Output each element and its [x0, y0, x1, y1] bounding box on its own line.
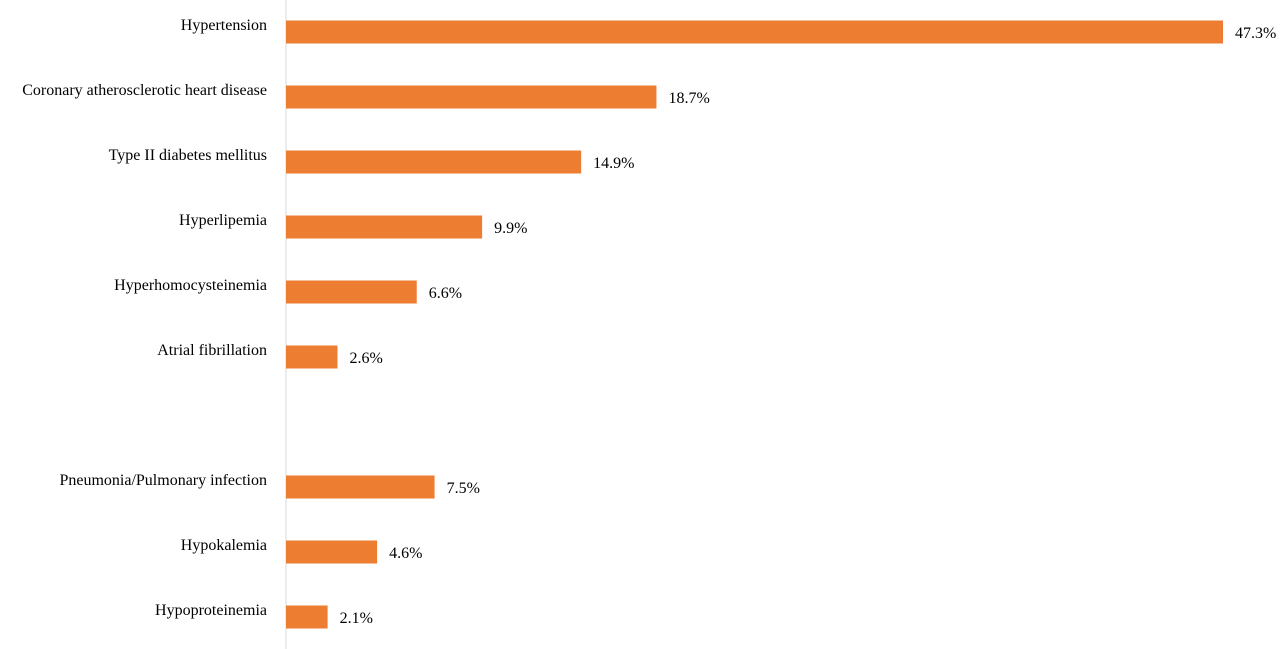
category-label: Pneumonia/Pulmonary infection [59, 472, 267, 489]
category-label: Hypokalemia [181, 537, 267, 554]
bar [286, 540, 378, 564]
bar [286, 280, 417, 304]
category-label: Hypertension [181, 17, 267, 34]
data-label: 6.6% [429, 285, 462, 302]
data-label: 14.9% [593, 155, 634, 172]
data-label: 2.6% [350, 350, 383, 367]
data-label: 18.7% [668, 90, 709, 107]
bar [286, 215, 483, 239]
category-label: Type II diabetes mellitus [109, 147, 267, 164]
category-label: Atrial fibrillation [157, 342, 267, 359]
data-label: 7.5% [447, 480, 480, 497]
data-labels-group: 47.3% 18.7% 14.9% 9.9% 6.6% 2.6% 7.5% 4.6% 2.1% [340, 25, 1277, 627]
category-label: Coronary atherosclerotic heart disease [22, 82, 267, 99]
bar [286, 475, 435, 499]
bar [286, 150, 582, 174]
category-label: Hyperlipemia [179, 212, 267, 229]
category-label: Hyperhomocysteinemia [114, 277, 267, 294]
bars-group [286, 20, 1223, 629]
data-label: 4.6% [389, 545, 422, 562]
data-label: 47.3% [1235, 25, 1276, 42]
category-label: Hypoproteinemia [155, 602, 267, 619]
bar [286, 20, 1223, 44]
bar [286, 85, 657, 109]
data-label: 9.9% [494, 220, 527, 237]
bar [286, 605, 328, 629]
bar [286, 345, 338, 369]
data-label: 2.1% [340, 610, 373, 627]
category-labels-group: Hypertension Coronary atherosclerotic hea… [22, 17, 267, 619]
